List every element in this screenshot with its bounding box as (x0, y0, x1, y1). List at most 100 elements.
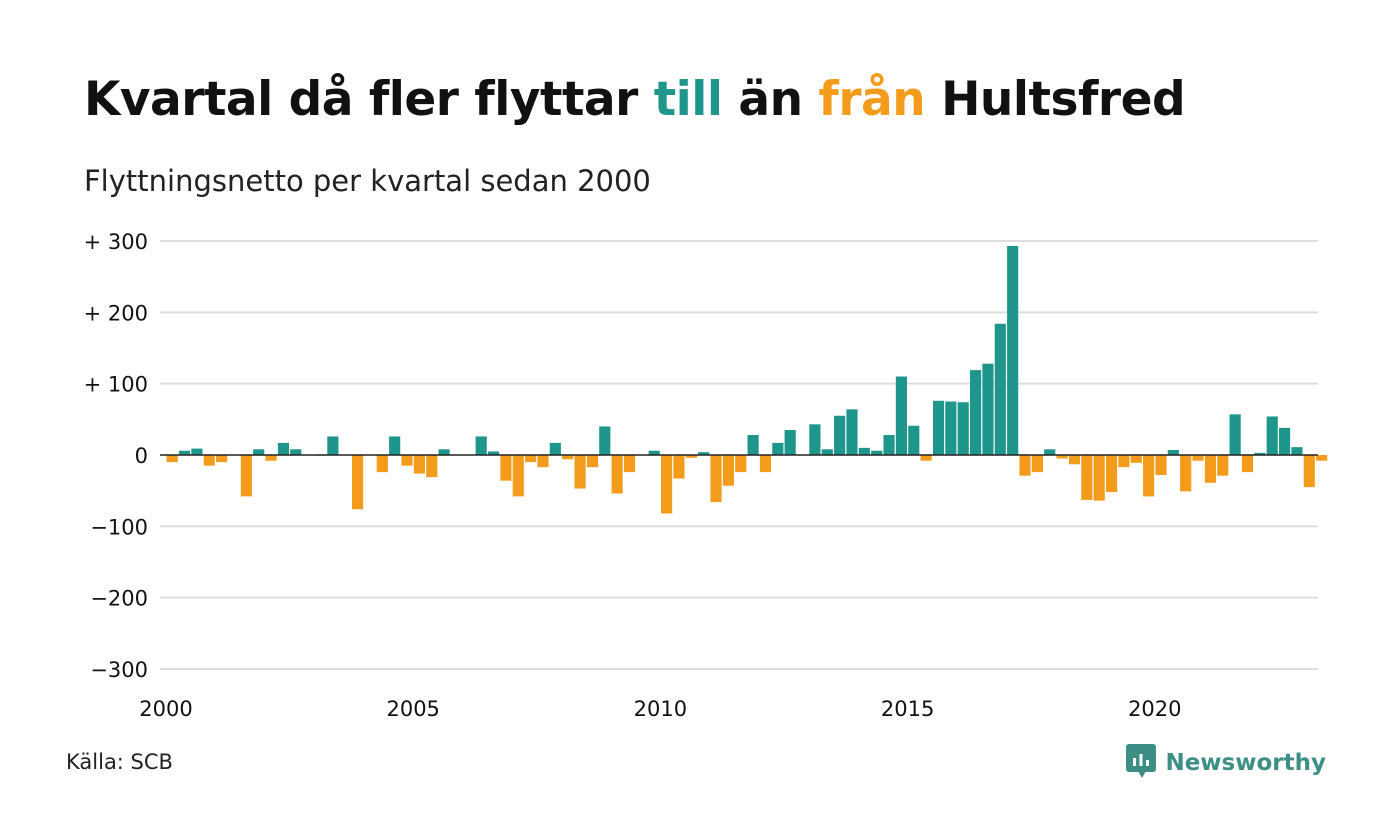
bar (759, 455, 772, 473)
bar (1192, 455, 1204, 461)
bar (549, 442, 561, 455)
chart-subtitle: Flyttningsnetto per kvartal sedan 2000 (84, 164, 651, 198)
bar (1155, 455, 1167, 475)
x-tick-label: 2010 (634, 697, 687, 721)
bar (487, 451, 500, 455)
bar (178, 450, 191, 455)
bar (1303, 455, 1315, 488)
bar (932, 400, 945, 455)
bar (1241, 455, 1254, 473)
bar (834, 415, 846, 455)
bar (1007, 245, 1019, 455)
bar (1056, 455, 1068, 459)
y-axis-ticks: + 300 + 200 + 100 0 −100 −200 −300 (84, 230, 148, 682)
bar (623, 455, 636, 473)
bar (352, 455, 364, 510)
title-highlight-from: från (818, 72, 926, 127)
bar (599, 426, 611, 455)
bar (1044, 449, 1056, 455)
bar (1204, 455, 1216, 483)
y-tick-label: −100 (90, 515, 148, 539)
bar (648, 450, 660, 455)
title-highlight-to: till (653, 72, 723, 127)
bar (722, 455, 734, 486)
x-tick-label: 2000 (139, 697, 192, 721)
bar (1291, 447, 1303, 455)
bar (710, 455, 722, 503)
bar (413, 455, 425, 474)
bar (982, 363, 994, 455)
chart-title: Kvartal då fler flyttar till än från Hul… (84, 72, 1186, 127)
bar (537, 455, 549, 468)
bar (945, 401, 957, 455)
bar (166, 455, 178, 463)
bar (290, 449, 302, 455)
bar (772, 442, 784, 455)
title-part-2: än (722, 72, 819, 127)
bar (908, 425, 920, 455)
bar (1229, 414, 1241, 455)
brand-name: Newsworthy (1165, 750, 1326, 776)
bar (858, 447, 870, 455)
bar (735, 455, 747, 473)
title-part-3: Hultsfred (925, 72, 1186, 127)
bar (698, 452, 710, 455)
bar (389, 436, 401, 455)
bar (747, 435, 759, 455)
x-tick-label: 2020 (1128, 697, 1181, 721)
gridlines (160, 240, 1318, 670)
bar (253, 449, 265, 455)
bar (1266, 416, 1278, 455)
y-tick-label: −200 (90, 587, 148, 611)
bar (871, 450, 883, 455)
bar (1068, 455, 1081, 465)
y-tick-label: + 300 (84, 230, 148, 254)
bar (401, 455, 413, 466)
y-tick-label: + 200 (84, 301, 148, 325)
bar (846, 409, 858, 455)
bar (426, 455, 438, 478)
bar (673, 455, 685, 479)
bar (994, 323, 1006, 455)
source-note: Källa: SCB (66, 750, 173, 774)
bar (191, 448, 203, 455)
y-tick-label: −300 (90, 658, 148, 682)
x-axis-ticks: 2000 2005 2010 2015 2020 (139, 697, 1181, 721)
bar (1316, 455, 1328, 461)
bar (920, 455, 932, 461)
bars (166, 245, 1328, 514)
bar (1180, 455, 1192, 492)
bar (1093, 455, 1105, 501)
bar (1118, 455, 1130, 468)
title-part-1: Kvartal då fler flyttar (84, 72, 654, 127)
bar (1031, 455, 1043, 473)
bar (1254, 452, 1266, 455)
bar (1143, 455, 1155, 497)
bar (327, 436, 339, 455)
bar (809, 424, 821, 455)
bar (1217, 455, 1229, 476)
bar (883, 435, 895, 455)
bar (661, 455, 673, 514)
bar (500, 455, 512, 481)
bar (265, 455, 277, 461)
brand: Newsworthy (1126, 744, 1326, 782)
bar (586, 455, 598, 468)
x-tick-label: 2005 (386, 697, 439, 721)
bar (562, 455, 574, 460)
bar (957, 402, 969, 455)
bar (895, 376, 907, 455)
bar (821, 449, 833, 455)
y-tick-label: + 100 (84, 373, 148, 397)
newsworthy-logo-icon (1126, 744, 1157, 782)
bar (1105, 455, 1118, 493)
bar (525, 455, 537, 463)
bar (611, 455, 623, 494)
bar (203, 455, 215, 466)
bar (1081, 455, 1093, 500)
bar (1130, 455, 1142, 463)
bar (438, 449, 450, 455)
bar (685, 455, 697, 458)
